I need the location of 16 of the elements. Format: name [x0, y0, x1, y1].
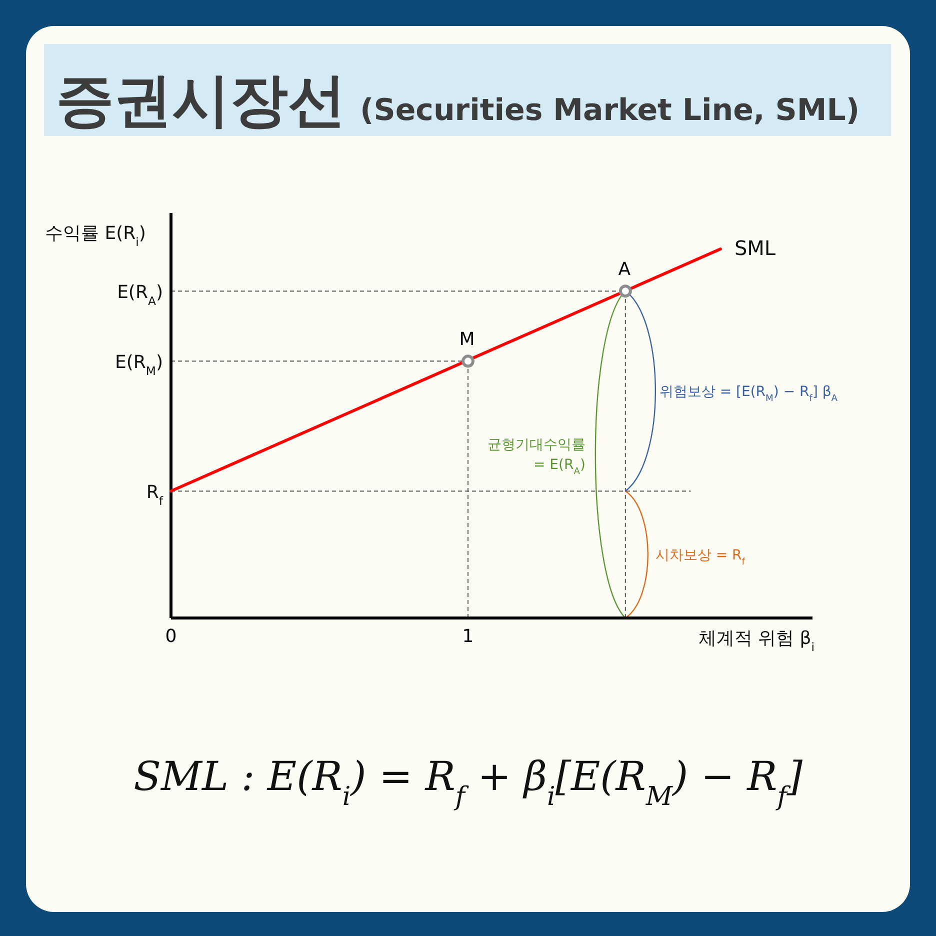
- annotation: A: [618, 259, 632, 280]
- x-axis-title: 체계적 위험 β$_{i}$: [698, 628, 815, 654]
- annotation: 균형기대수익률 = E(R$_{A}$): [487, 437, 586, 478]
- y-axis-title: 수익률 E(R$_{i}$): [45, 223, 146, 249]
- text: SML : E(R$_{i}$) = R$_{f}$ + β$_{i}$[E(R$_{M}$) − R$_{f}$]: [134, 754, 802, 812]
- chart-title: 증권시장선: [56, 66, 346, 134]
- annotation: 시차보상 = R$_{f}$: [655, 548, 746, 568]
- chart-subtitle: (Securities Market Line, SML): [360, 93, 860, 128]
- ref-line-label: R$_{f}$: [146, 482, 164, 508]
- annotation: 위험보상 = [E(R$_{M}$) − R$_{f}$] β$_{A}$: [659, 384, 838, 404]
- series-label: SML: [734, 236, 776, 260]
- ref-line-label: E(R$_{A}$): [117, 282, 163, 308]
- x-tick-label: 0: [165, 626, 177, 647]
- x-tick-label: 1: [462, 626, 474, 647]
- ref-line-label: E(R$_{M}$): [114, 352, 163, 378]
- annotation: M: [459, 329, 475, 350]
